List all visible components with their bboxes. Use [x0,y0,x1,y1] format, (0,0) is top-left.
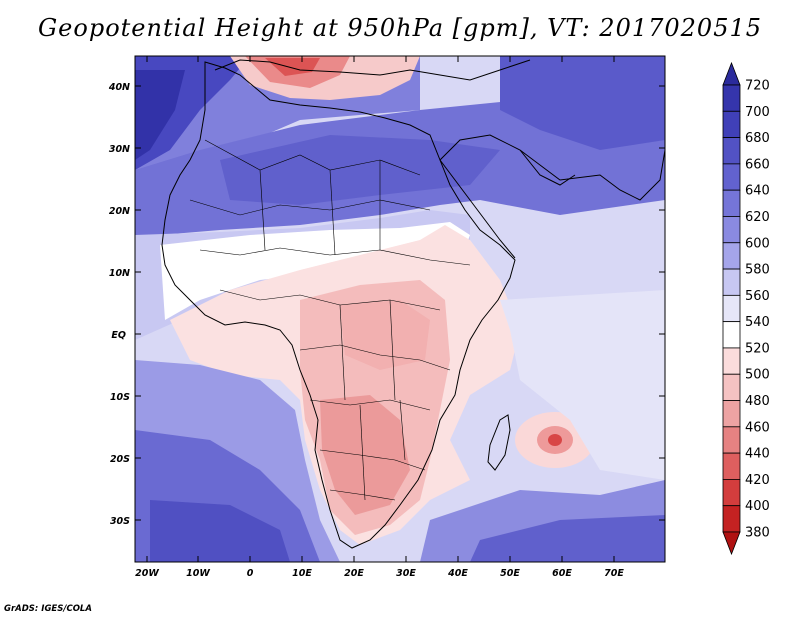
lon-label: 10E [292,568,312,579]
lat-label: 20S [110,454,130,465]
colorbar-segment [722,294,741,323]
colorbar-segment [722,242,741,270]
colorbar-bottom-arrow [722,531,741,556]
lat-label: 10N [109,268,130,279]
grads-credit: GrADS: IGES/COLA [4,604,92,614]
colorbar-label: 460 [745,420,770,435]
colorbar-label: 440 [745,447,770,462]
lon-label: 0 [247,568,254,579]
colorbar-label: 680 [745,131,770,146]
colorbar-segment [722,479,741,507]
colorbar-segment [722,189,741,217]
colorbar-label: 720 [745,79,770,94]
lat-axis [135,85,665,521]
colorbar-label: 400 [745,499,770,514]
lon-label: 70E [604,568,624,579]
colorbar-segment [722,216,741,244]
north-atlantic-peak [135,70,185,160]
lon-label: 50E [500,568,520,579]
colorbar [722,61,741,556]
lat-label: EQ [111,330,126,341]
madagascar-low-core [548,434,562,446]
colorbar-segment [722,426,741,454]
colorbar-label: 620 [745,210,770,225]
southern-africa-core [320,395,410,515]
colorbar-label: 520 [745,341,770,356]
colorbar-segment [722,452,741,480]
south-atlantic-peak [150,500,290,562]
colorbar-label: 500 [745,368,770,383]
lon-label: 20W [135,568,159,579]
plot-area [135,56,665,562]
colorbar-labels: 720 700 680 660 640 620 600 580 560 540 520 500 480 4… [745,79,770,541]
central-africa-core [340,300,430,370]
indian-ocean-field [500,290,665,480]
colorbar-label: 580 [745,263,770,278]
colorbar-label: 560 [745,289,770,304]
lon-label: 60E [552,568,572,579]
south-indian-core [470,515,665,562]
colorbar-label: 600 [745,236,770,251]
lat-label: 40N [108,82,130,93]
lat-label: 20N [109,206,130,217]
colorbar-label: 420 [745,473,770,488]
chart-title: Geopotential Height at 950hPa [gpm], VT:… [38,14,762,42]
colorbar-top-arrow [722,61,741,86]
colorbar-segment [722,347,741,375]
lat-label: 10S [110,392,130,403]
colorbar-label: 380 [745,526,770,541]
colorbar-segment [722,84,741,112]
colorbar-label: 660 [745,157,770,172]
colorbar-segment [722,373,741,401]
lon-label: 10W [186,568,210,579]
plot-frame [134,55,666,563]
country-borders [189,139,471,501]
colorbar-segment [722,268,741,296]
europe-low-peak [265,58,320,76]
colorbar-segment [722,505,741,533]
colorbar-label: 480 [745,394,770,409]
asia-high [500,56,665,150]
colorbar-label: 540 [745,315,770,330]
colorbar-segment [722,110,741,138]
lon-label: 20E [344,568,364,579]
colorbar-label: 640 [745,184,770,199]
colorbar-label: 700 [745,105,770,120]
lat-label: 30N [109,144,130,155]
sahara-core [220,135,500,205]
lon-label: 40E [447,568,468,579]
coastlines [161,59,665,549]
lat-label: 30S [110,516,130,527]
colorbar-segment [722,400,741,428]
colorbar-segment [722,137,741,165]
colorbar-segment [722,163,741,191]
colorbar-segment [722,321,741,349]
lon-label: 30E [396,568,416,579]
lon-axis [146,56,615,562]
